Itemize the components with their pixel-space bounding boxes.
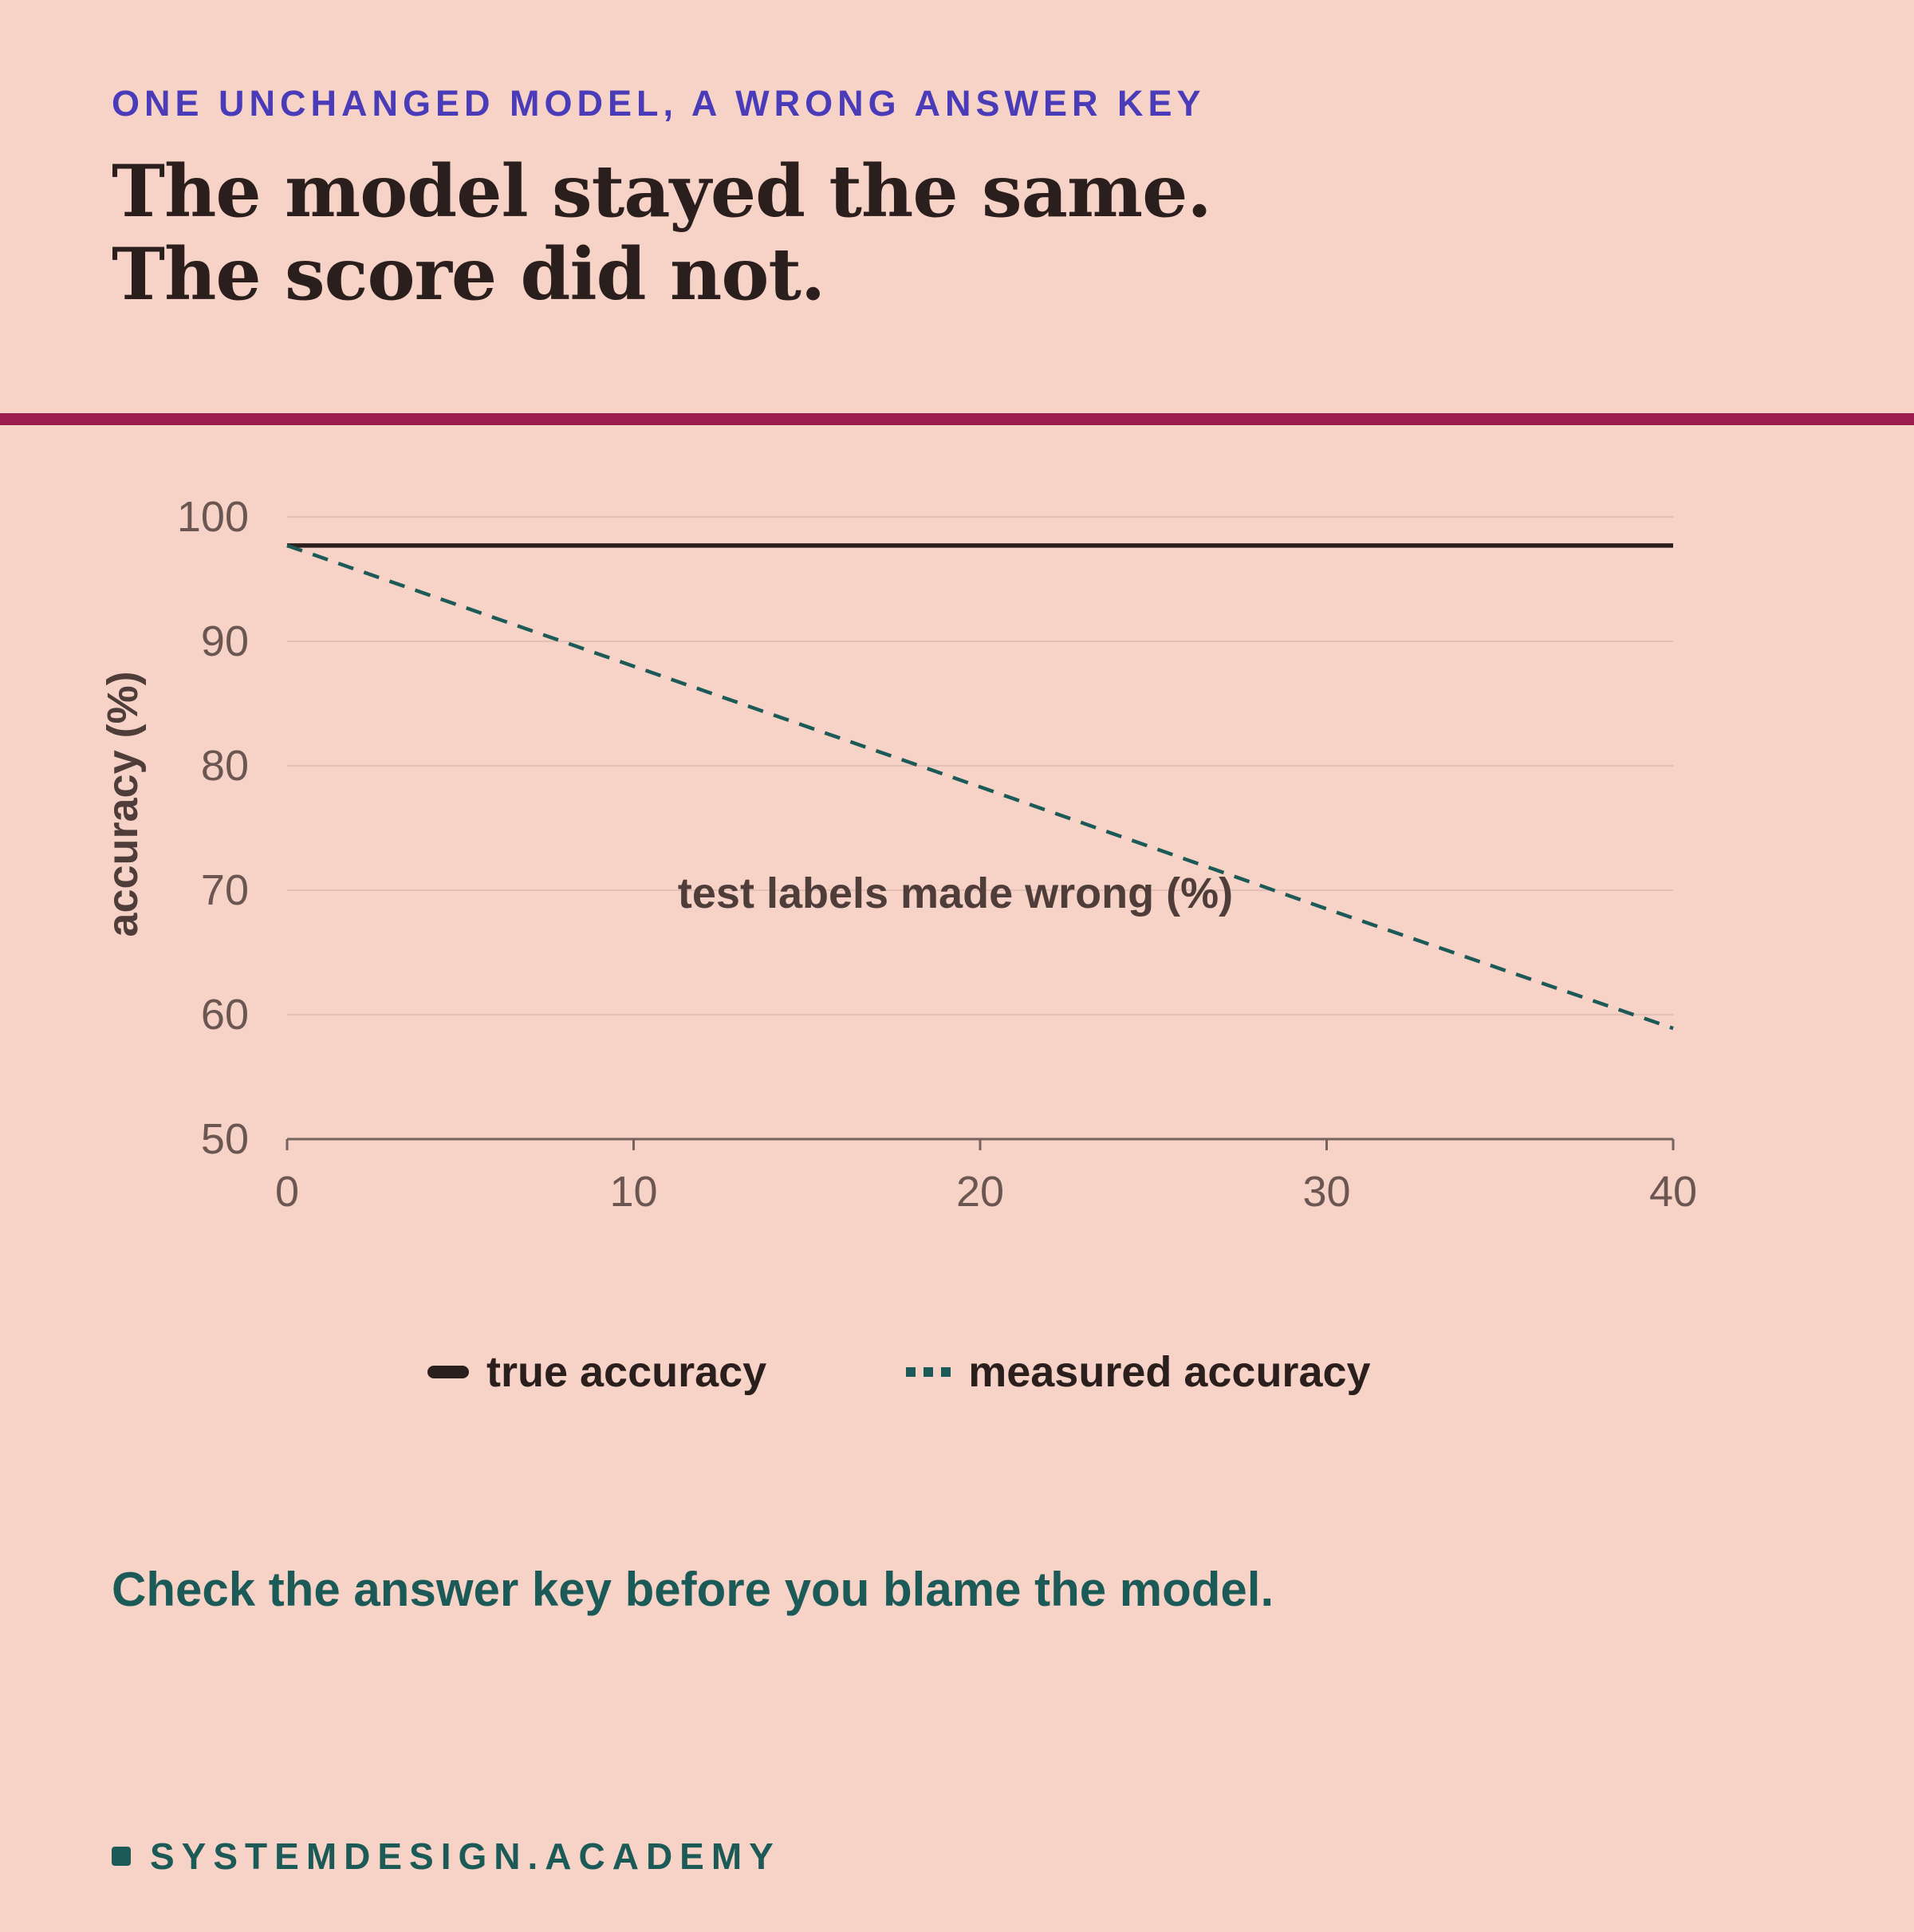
legend-label: measured accuracy xyxy=(968,1348,1371,1396)
series-layer xyxy=(286,543,1674,1031)
y-tick-label: 60 xyxy=(201,991,249,1039)
legend-swatch-dashed xyxy=(906,1367,951,1377)
legend-swatch-solid xyxy=(427,1366,469,1378)
brand-square-icon xyxy=(112,1847,131,1866)
y-tick-label: 100 xyxy=(177,493,249,541)
x-tick-label: 20 xyxy=(956,1168,1004,1216)
x-tick-label: 0 xyxy=(275,1168,299,1216)
footer: SYSTEMDESIGN.ACADEMY xyxy=(112,1835,781,1878)
x-tick-label: 40 xyxy=(1649,1168,1697,1216)
y-tick-label: 70 xyxy=(201,866,249,914)
y-tick-label: 90 xyxy=(201,617,249,665)
x-axis-label: test labels made wrong (%) xyxy=(678,869,1233,917)
x-tick-label: 30 xyxy=(1302,1168,1350,1216)
x-tick-label: 10 xyxy=(609,1168,657,1216)
legend: true accuracy measured accuracy xyxy=(427,1344,1371,1400)
legend-item-measured-accuracy: measured accuracy xyxy=(906,1347,1371,1397)
eyebrow: ONE UNCHANGED MODEL, A WRONG ANSWER KEY xyxy=(112,83,1206,124)
legend-label: true accuracy xyxy=(486,1348,767,1396)
divider-rule xyxy=(0,413,1914,425)
headline: The model stayed the same. The score did… xyxy=(112,149,1212,317)
y-axis-label: accuracy (%) xyxy=(99,671,147,936)
y-tick-label: 50 xyxy=(201,1115,249,1163)
measured-accuracy-line xyxy=(286,543,1674,1031)
axis-layer xyxy=(286,1138,1675,1150)
y-tick-label: 80 xyxy=(201,742,249,790)
line-chart: 50 60 70 80 90 100 0 10 20 30 40 test labels made w… xyxy=(99,493,1697,1216)
label-layer: 50 60 70 80 90 100 0 10 20 30 40 test labels made w… xyxy=(99,493,1697,1216)
takeaway-text: Check the answer key before you blame th… xyxy=(112,1563,1274,1616)
grid-layer xyxy=(287,516,1673,1015)
brand-name: SYSTEMDESIGN.ACADEMY xyxy=(150,1835,781,1877)
legend-item-true-accuracy: true accuracy xyxy=(427,1347,766,1397)
